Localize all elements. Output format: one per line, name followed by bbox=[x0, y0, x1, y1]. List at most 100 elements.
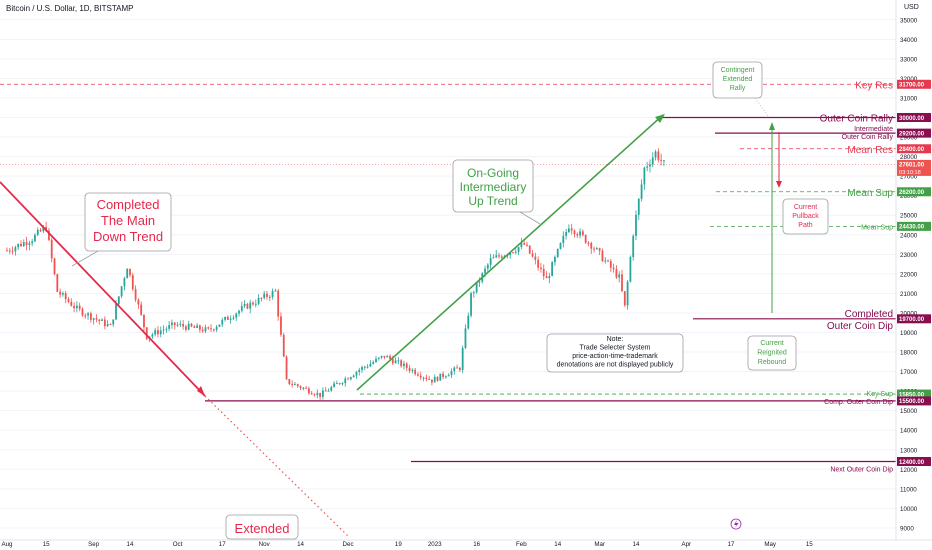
candle-body bbox=[165, 328, 168, 330]
callout-pointer bbox=[519, 211, 541, 225]
candle-body bbox=[25, 242, 28, 246]
candle-body bbox=[6, 250, 8, 252]
candle-body bbox=[355, 371, 358, 376]
candle-body bbox=[87, 313, 89, 316]
candle-body bbox=[361, 367, 363, 370]
candle-body bbox=[39, 229, 42, 232]
candle-body bbox=[347, 378, 349, 380]
candle-body bbox=[442, 373, 444, 377]
price-tick-label: 26000 bbox=[900, 193, 918, 200]
candle-body bbox=[190, 323, 193, 327]
level-label-next-outer: Next Outer Coin Dip bbox=[830, 466, 893, 473]
candle-body bbox=[333, 383, 335, 388]
price-tag bbox=[897, 396, 931, 406]
price-tag-label: 31700.00 bbox=[899, 83, 925, 89]
candle-body bbox=[28, 243, 31, 246]
candle-body bbox=[330, 387, 333, 391]
time-tick-label: Nov bbox=[259, 541, 271, 548]
candle-body bbox=[391, 358, 394, 364]
candle-body bbox=[500, 256, 503, 258]
contingent-callout bbox=[712, 61, 763, 99]
pullback-text: Current bbox=[794, 204, 817, 211]
level-label-mean-sup-a: Mean Sup bbox=[847, 188, 893, 199]
price-tick-label: 31000 bbox=[900, 95, 918, 102]
candle-body bbox=[590, 242, 593, 249]
candle-body bbox=[657, 151, 660, 160]
trend-lines bbox=[0, 114, 782, 537]
current-price-tag bbox=[897, 159, 931, 176]
rebound-arrowhead bbox=[769, 122, 775, 130]
candle-body bbox=[204, 327, 207, 332]
candle-body bbox=[433, 376, 436, 383]
price-tick-label: 15000 bbox=[900, 408, 918, 415]
price-tick-label: 20000 bbox=[900, 310, 918, 317]
candle-body bbox=[562, 235, 565, 244]
price-tick-label: 33000 bbox=[900, 56, 918, 63]
candle-body bbox=[635, 214, 637, 236]
candle-body bbox=[285, 356, 288, 380]
candle-body bbox=[403, 363, 405, 367]
candle-body bbox=[397, 360, 400, 362]
price-tag bbox=[897, 314, 931, 324]
contingent-text: Contingent bbox=[721, 67, 755, 74]
price-tick-label: 23000 bbox=[900, 252, 918, 259]
candle-body bbox=[266, 293, 268, 297]
rebound-text: Current bbox=[760, 340, 783, 347]
candle-body bbox=[607, 260, 609, 262]
level-label-key-res: Key Res bbox=[855, 80, 893, 91]
candle-body bbox=[299, 386, 302, 389]
candle-body bbox=[324, 390, 327, 392]
level-lines bbox=[0, 83, 896, 463]
candle-body bbox=[64, 293, 67, 300]
candle-body bbox=[612, 267, 615, 270]
price-tick-label: 18000 bbox=[900, 350, 918, 357]
candle-body bbox=[249, 302, 252, 309]
candle-body bbox=[280, 316, 282, 335]
candle-body bbox=[498, 255, 500, 257]
candle-body bbox=[475, 281, 478, 293]
price-tick-label: 27000 bbox=[900, 174, 918, 181]
candle-body bbox=[207, 327, 210, 329]
lightning-glyph bbox=[734, 520, 739, 528]
candle-body bbox=[411, 369, 414, 371]
level-label-completed-b: Outer Coin Dip bbox=[827, 321, 894, 332]
candle-body bbox=[92, 318, 95, 320]
candle-body bbox=[176, 324, 179, 326]
callout-pointer bbox=[71, 250, 99, 267]
price-tick-label: 17000 bbox=[900, 369, 918, 376]
candle-body bbox=[417, 374, 419, 376]
candle-body bbox=[196, 325, 198, 328]
candle-body bbox=[537, 259, 540, 268]
candle-body bbox=[375, 358, 377, 363]
candle-body bbox=[419, 375, 422, 378]
price-tick-label: 9000 bbox=[900, 525, 914, 532]
price-tag bbox=[897, 221, 931, 231]
candle-body bbox=[598, 248, 601, 251]
candle-body bbox=[296, 384, 299, 387]
candle-body bbox=[143, 314, 145, 328]
candle-body bbox=[238, 310, 240, 314]
note-callout bbox=[546, 333, 684, 373]
candle-body bbox=[53, 258, 56, 275]
candle-body bbox=[210, 328, 212, 330]
candle-body bbox=[520, 243, 523, 248]
candle-body bbox=[386, 355, 389, 358]
candle-body bbox=[567, 228, 570, 233]
time-tick-label: 17 bbox=[728, 541, 735, 548]
completed-down-callout bbox=[84, 192, 172, 252]
candle-body bbox=[663, 160, 665, 162]
candle-body bbox=[439, 373, 442, 381]
candle-body bbox=[310, 393, 313, 395]
candle-body bbox=[486, 264, 489, 269]
price-tag-label: 28400.00 bbox=[899, 147, 925, 153]
price-tick-label: 32000 bbox=[900, 76, 918, 83]
candle-body bbox=[157, 330, 159, 335]
candle-body bbox=[559, 243, 562, 249]
candle-body bbox=[646, 166, 649, 168]
candle-body bbox=[492, 257, 495, 259]
candle-body bbox=[73, 305, 75, 309]
candle-body bbox=[103, 319, 106, 327]
candle-body bbox=[70, 301, 73, 306]
